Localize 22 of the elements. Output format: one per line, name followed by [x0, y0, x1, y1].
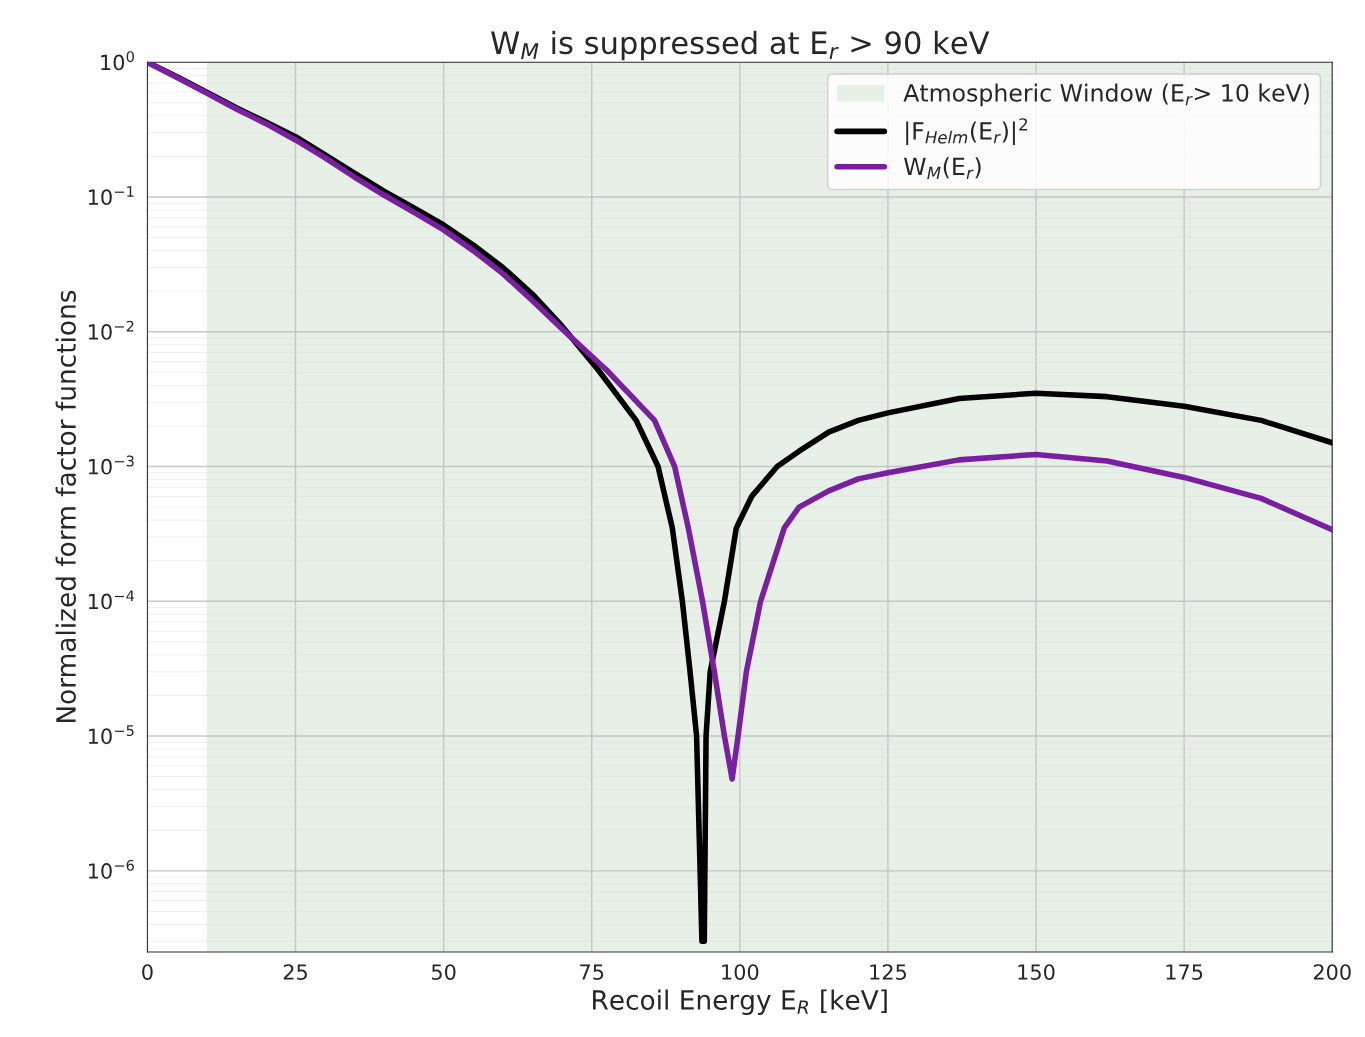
x-tick-label: 0 — [142, 964, 153, 980]
x-tick-label: 75 — [580, 964, 604, 980]
x-tick-label: 100 — [722, 964, 759, 980]
x-tick-label: 200 — [1313, 964, 1351, 980]
y-tick-label: 10$^{−3}$ — [88, 455, 134, 475]
y-tick-label: 10$^{−2}$ — [88, 320, 134, 340]
y-tick-label: 10$^{−6}$ — [88, 859, 134, 879]
y-axis-title: Normalized form factor functions — [55, 290, 76, 723]
x-tick-label: 125 — [870, 964, 906, 980]
x-tick-label: 150 — [1018, 964, 1055, 980]
x-tick-label: 50 — [431, 964, 456, 980]
x-tick-label: 25 — [283, 964, 307, 980]
x-axis-title: Recoil Energy E$_{R}$ [keV] — [593, 989, 887, 1016]
y-tick-label: 10$^{−4}$ — [88, 590, 135, 610]
legend-label: |F$_{Helm}$(E$_{r}$)|$^{2}$ — [906, 118, 1027, 146]
legend-label: W$_{M}$(E$_{r}$) — [904, 157, 981, 179]
y-tick-label: 10$^{−5}$ — [88, 725, 134, 745]
band-label: Atmospheric Window (E$_{r}$> 10 keV) — [903, 83, 1309, 107]
y-tick-label: 10$^{−1}$ — [88, 186, 134, 206]
chart-title: W$_{M}$ is suppressed at E$_{r}$ > 90 keV — [491, 30, 990, 61]
x-tick-label: 175 — [1166, 964, 1203, 980]
y-tick-label: 10$^{0}$ — [101, 51, 134, 71]
